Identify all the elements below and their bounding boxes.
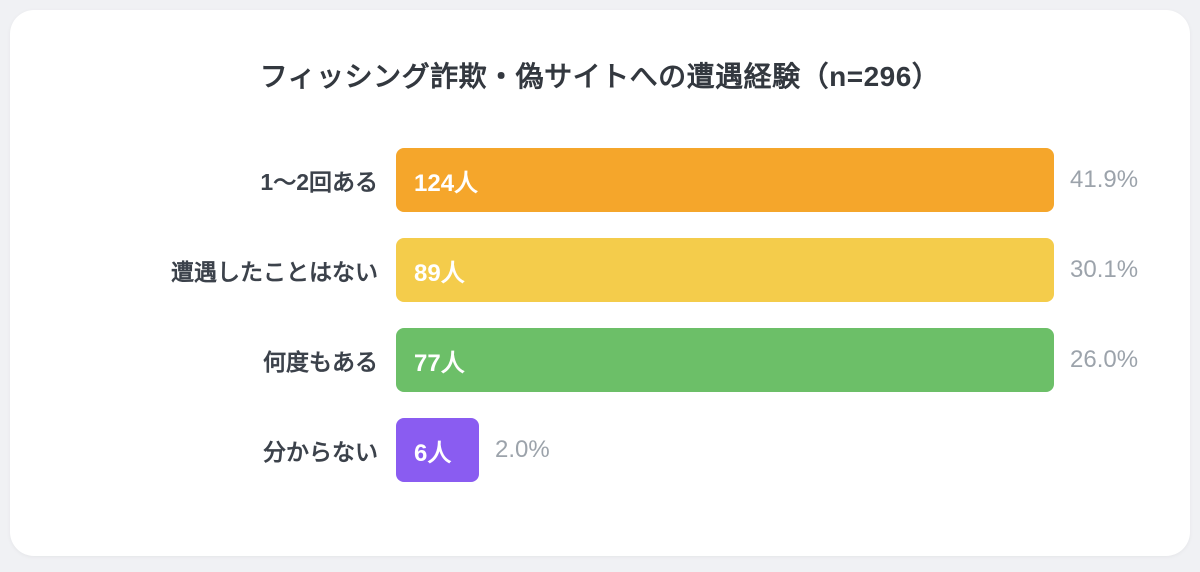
bar-chart: 1〜2回ある 124人 41.9% 遭遇したことはない 89人 30.1% 何度… xyxy=(10,148,1190,482)
percent-label: 2.0% xyxy=(495,436,550,463)
percent-label: 26.0% xyxy=(1070,346,1139,373)
category-label: 1〜2回ある xyxy=(260,169,378,195)
bar-row: 1〜2回ある 124人 41.9% xyxy=(10,148,1190,212)
bar: 77人 xyxy=(396,328,1054,392)
bar-row: 何度もある 77人 26.0% xyxy=(10,328,1190,392)
chart-card: フィッシング詐欺・偽サイトへの遭遇経験（n=296） 1〜2回ある 124人 4… xyxy=(10,10,1190,556)
category-label: 遭遇したことはない xyxy=(171,259,378,285)
bar: 6人 xyxy=(396,418,479,482)
percent-label: 41.9% xyxy=(1070,166,1139,193)
bar-value-label: 77人 xyxy=(414,349,465,377)
bar: 124人 xyxy=(396,148,1054,212)
category-label: 何度もある xyxy=(263,349,378,375)
bar: 89人 xyxy=(396,238,1054,302)
percent-label: 30.1% xyxy=(1070,256,1139,283)
bar-row: 遭遇したことはない 89人 30.1% xyxy=(10,238,1190,302)
bar-value-label: 124人 xyxy=(414,169,479,197)
bar-value-label: 6人 xyxy=(414,439,452,467)
bar-row: 分からない 6人 2.0% xyxy=(10,418,1190,482)
chart-title: フィッシング詐欺・偽サイトへの遭遇経験（n=296） xyxy=(259,61,941,92)
category-label: 分からない xyxy=(263,439,378,465)
bar-value-label: 89人 xyxy=(414,259,465,287)
